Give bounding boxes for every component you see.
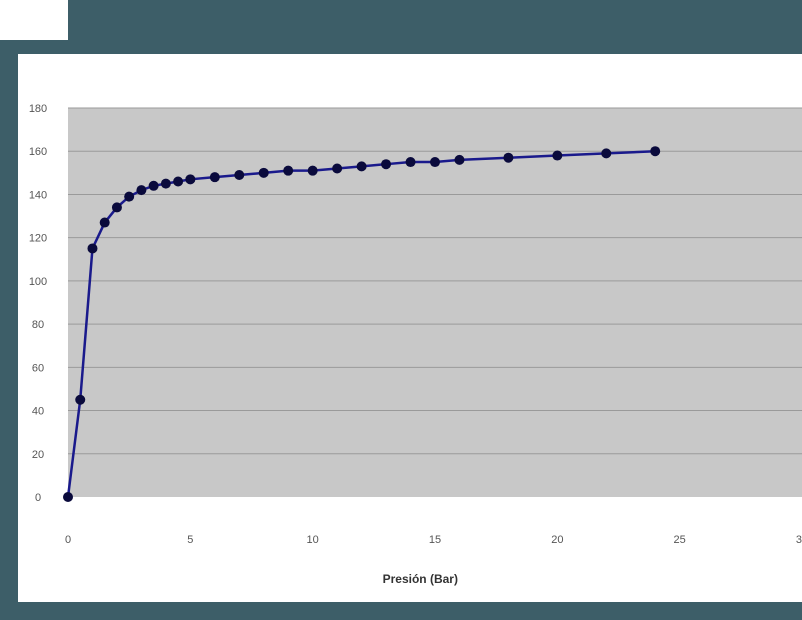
x-tick-label: 25: [674, 534, 686, 546]
y-tick-label: 0: [35, 492, 41, 504]
data-point: [234, 169, 245, 180]
data-point: [283, 165, 294, 176]
chart-panel: 0 20 40 60 80 100 120 140 160 180 0 5 10 15 20 25 30 Pr…: [18, 54, 802, 602]
plot-area: [68, 108, 802, 497]
data-point: [173, 176, 184, 187]
data-point: [430, 157, 440, 168]
data-point: [75, 394, 86, 405]
data-point: [332, 163, 343, 174]
y-tick-label: 100: [29, 276, 47, 288]
data-point: [552, 150, 563, 161]
data-point: [307, 165, 318, 176]
x-tick-label: 5: [187, 534, 193, 546]
data-point: [454, 154, 465, 165]
data-point: [209, 172, 220, 183]
data-point: [99, 217, 110, 228]
line-chart: 0 20 40 60 80 100 120 140 160 180 0 5 10 15 20 25 30 Pr…: [29, 103, 802, 586]
data-point: [356, 161, 367, 172]
data-point: [63, 492, 73, 502]
x-tick-label: 0: [65, 534, 71, 546]
x-axis: 0 5 10 15 20 25 30: [65, 534, 802, 546]
data-point: [136, 185, 147, 196]
data-point: [185, 174, 196, 185]
data-point: [503, 152, 514, 163]
data-point: [87, 243, 98, 254]
grid-lines: [68, 107, 802, 455]
y-axis: 0 20 40 60 80 100 120 140 160 180: [29, 103, 47, 504]
y-tick-label: 120: [29, 233, 47, 245]
y-tick-label: 160: [29, 146, 47, 158]
series-layer: [63, 146, 661, 502]
x-tick-label: 30: [796, 534, 802, 546]
data-point: [111, 202, 122, 213]
data-point: [124, 191, 135, 202]
y-tick-label: 180: [29, 103, 47, 115]
data-point: [381, 159, 392, 170]
y-tick-label: 80: [32, 319, 44, 331]
y-tick-label: 140: [29, 189, 47, 201]
data-point: [405, 157, 416, 168]
data-point: [601, 148, 612, 159]
y-tick-label: 40: [32, 406, 44, 418]
x-tick-label: 10: [307, 534, 319, 546]
x-tick-label: 20: [551, 534, 563, 546]
data-point: [160, 178, 171, 189]
data-point: [258, 167, 269, 178]
y-tick-label: 20: [32, 449, 44, 461]
y-tick-label: 60: [32, 362, 44, 374]
x-axis-title: Presión (Bar): [383, 572, 458, 586]
data-point: [148, 180, 159, 191]
data-point: [650, 146, 661, 157]
x-tick-label: 15: [429, 534, 441, 546]
